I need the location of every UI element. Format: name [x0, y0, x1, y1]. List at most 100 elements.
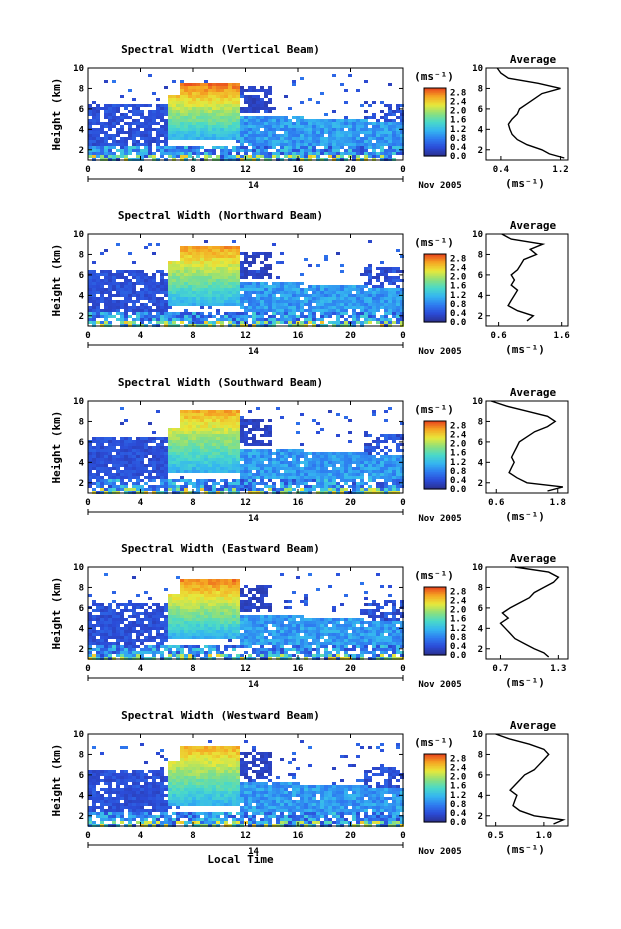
heatmap-cell [188, 300, 192, 303]
heatmap-cell [144, 273, 148, 276]
x-tick-label: 20 [345, 165, 356, 175]
heatmap-cell [232, 416, 236, 419]
heatmap-cell [256, 312, 260, 315]
heatmap-cell [244, 125, 248, 128]
heatmap-cell [140, 461, 144, 464]
heatmap-cell [292, 458, 296, 461]
heatmap-cell [108, 621, 112, 624]
heatmap-cell [188, 134, 192, 137]
heatmap-cell [280, 288, 284, 291]
heatmap-cell [200, 300, 204, 303]
heatmap-cell [156, 131, 160, 134]
colorbar-segment [424, 89, 446, 92]
heatmap-cell [224, 137, 228, 140]
heatmap-cell [380, 267, 384, 270]
heatmap-cell [164, 627, 168, 630]
heatmap-cell [88, 612, 92, 615]
heatmap-cell [296, 300, 300, 303]
heatmap-cell [300, 134, 304, 137]
heatmap-cell [204, 86, 208, 89]
heatmap-cell [212, 455, 216, 458]
heatmap-cell [132, 606, 136, 609]
heatmap-cell [108, 306, 112, 309]
heatmap-cell [112, 140, 116, 143]
heatmap-cell [136, 122, 140, 125]
heatmap-cell [312, 134, 316, 137]
panel-title: Spectral Width (Southward Beam) [118, 376, 323, 389]
heatmap-cell [204, 131, 208, 134]
heatmap-cell [200, 83, 204, 86]
heatmap-cell [324, 258, 328, 261]
heatmap-cell [176, 303, 180, 306]
heatmap-cell [276, 488, 280, 491]
heatmap-cell [228, 312, 232, 315]
heatmap-cell [220, 98, 224, 101]
heatmap-cell [128, 294, 132, 297]
heatmap-cell [304, 152, 308, 155]
heatmap-cell [240, 128, 244, 131]
heatmap-cell [108, 119, 112, 122]
heatmap-cell [396, 104, 400, 107]
heatmap-cell [196, 282, 200, 285]
heatmap-cell [248, 149, 252, 152]
heatmap-cell [400, 473, 404, 476]
heatmap-cell [88, 642, 92, 645]
heatmap-cell [200, 125, 204, 128]
heatmap-cell [272, 107, 276, 110]
heatmap-cell [216, 416, 220, 419]
heatmap-cell [244, 252, 248, 255]
heatmap-cell [176, 300, 180, 303]
heatmap-cell [168, 282, 172, 285]
heatmap-cell [208, 488, 212, 491]
heatmap-cell [208, 321, 212, 324]
heatmap-cell [164, 315, 168, 318]
heatmap-cell [252, 458, 256, 461]
heatmap-cell [172, 461, 176, 464]
heatmap-cell [180, 651, 184, 654]
heatmap-cell [184, 285, 188, 288]
heatmap-cell [176, 576, 180, 579]
heatmap-cell [228, 452, 232, 455]
heatmap-cell [368, 267, 372, 270]
heatmap-cell [248, 470, 252, 473]
heatmap-cell [92, 137, 96, 140]
heatmap-cell [120, 470, 124, 473]
heatmap-cell [140, 309, 144, 312]
heatmap-cell [224, 95, 228, 98]
heatmap-cell [188, 428, 192, 431]
heatmap-cell [324, 461, 328, 464]
heatmap-cell [120, 651, 124, 654]
heatmap-cell [228, 300, 232, 303]
heatmap-cell [236, 446, 240, 449]
heatmap-cell [368, 461, 372, 464]
heatmap-cell [308, 309, 312, 312]
heatmap-cell [92, 321, 96, 324]
heatmap-cell [120, 633, 124, 636]
heatmap-cell [160, 282, 164, 285]
heatmap-cell [136, 621, 140, 624]
heatmap-cell [224, 467, 228, 470]
heatmap-cell [288, 285, 292, 288]
heatmap-cell [316, 431, 320, 434]
colorbar-segment [424, 311, 446, 315]
heatmap-cell [112, 137, 116, 140]
heatmap-cell [256, 98, 260, 101]
heatmap-cell [204, 116, 208, 119]
heatmap-cell [272, 306, 276, 309]
heatmap-cell [392, 297, 396, 300]
heatmap-cell [304, 125, 308, 128]
heatmap-cell [212, 131, 216, 134]
heatmap-cell [364, 270, 368, 273]
heatmap-cell [288, 134, 292, 137]
colorbar-tick-label: 2.0 [450, 273, 466, 283]
heatmap-cell [220, 437, 224, 440]
heatmap-cell [180, 101, 184, 104]
heatmap-cell [96, 113, 100, 116]
heatmap-cell [148, 276, 152, 279]
heatmap-cell [192, 485, 196, 488]
heatmap-cell [360, 479, 364, 482]
heatmap-cell [248, 488, 252, 491]
heatmap-cell [152, 294, 156, 297]
heatmap-cell [260, 482, 264, 485]
heatmap-cell [180, 294, 184, 297]
